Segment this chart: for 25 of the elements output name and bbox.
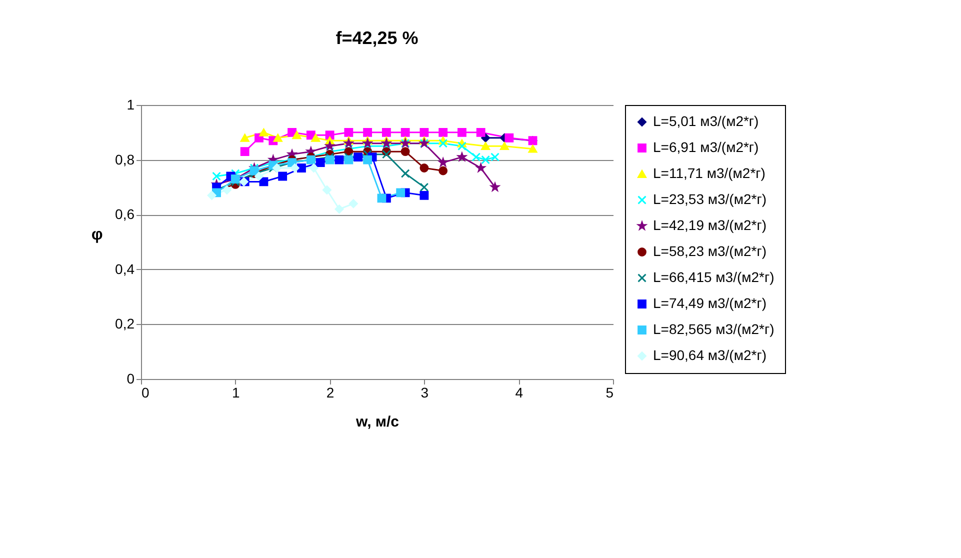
legend-label: L=23,53 м3/(м2*г) bbox=[653, 191, 766, 207]
y-tick-label: 0,2 bbox=[115, 316, 135, 332]
x-tick-label: 4 bbox=[515, 384, 524, 400]
legend-label: L=5,01 м3/(м2*г) bbox=[653, 113, 759, 129]
legend-label: L=42,19 м3/(м2*г) bbox=[653, 217, 766, 233]
legend-label: L=11,71 м3/(м2*г) bbox=[653, 165, 766, 181]
x-tick-label: 1 bbox=[232, 384, 240, 400]
x-tick-label: 3 bbox=[420, 384, 429, 400]
y-tick-label: 0 bbox=[126, 370, 135, 386]
y-axis-title: φ bbox=[91, 226, 103, 244]
legend-label: L=90,64 м3/(м2*г) bbox=[653, 347, 766, 363]
x-tick-label: 0 bbox=[142, 384, 150, 400]
legend-label: L=58,23 м3/(м2*г) bbox=[653, 243, 766, 259]
legend-label: L=74,49 м3/(м2*г) bbox=[653, 295, 766, 311]
legend-label: L=6,91 м3/(м2*г) bbox=[653, 139, 759, 155]
x-tick-label: 5 bbox=[606, 384, 614, 400]
x-axis-title: w, м/с bbox=[354, 414, 400, 430]
y-tick-label: 1 bbox=[126, 96, 135, 112]
x-tick-label: 2 bbox=[326, 384, 334, 400]
y-tick-label: 0,6 bbox=[115, 206, 135, 222]
y-tick-label: 0,4 bbox=[115, 260, 135, 277]
chart-title: f=42,25 % bbox=[336, 28, 418, 48]
legend-label: L=66,415 м3/(м2*г) bbox=[653, 269, 774, 285]
legend-label: L=82,565 м3/(м2*г) bbox=[653, 321, 774, 337]
y-tick-label: 0,8 bbox=[115, 151, 135, 168]
